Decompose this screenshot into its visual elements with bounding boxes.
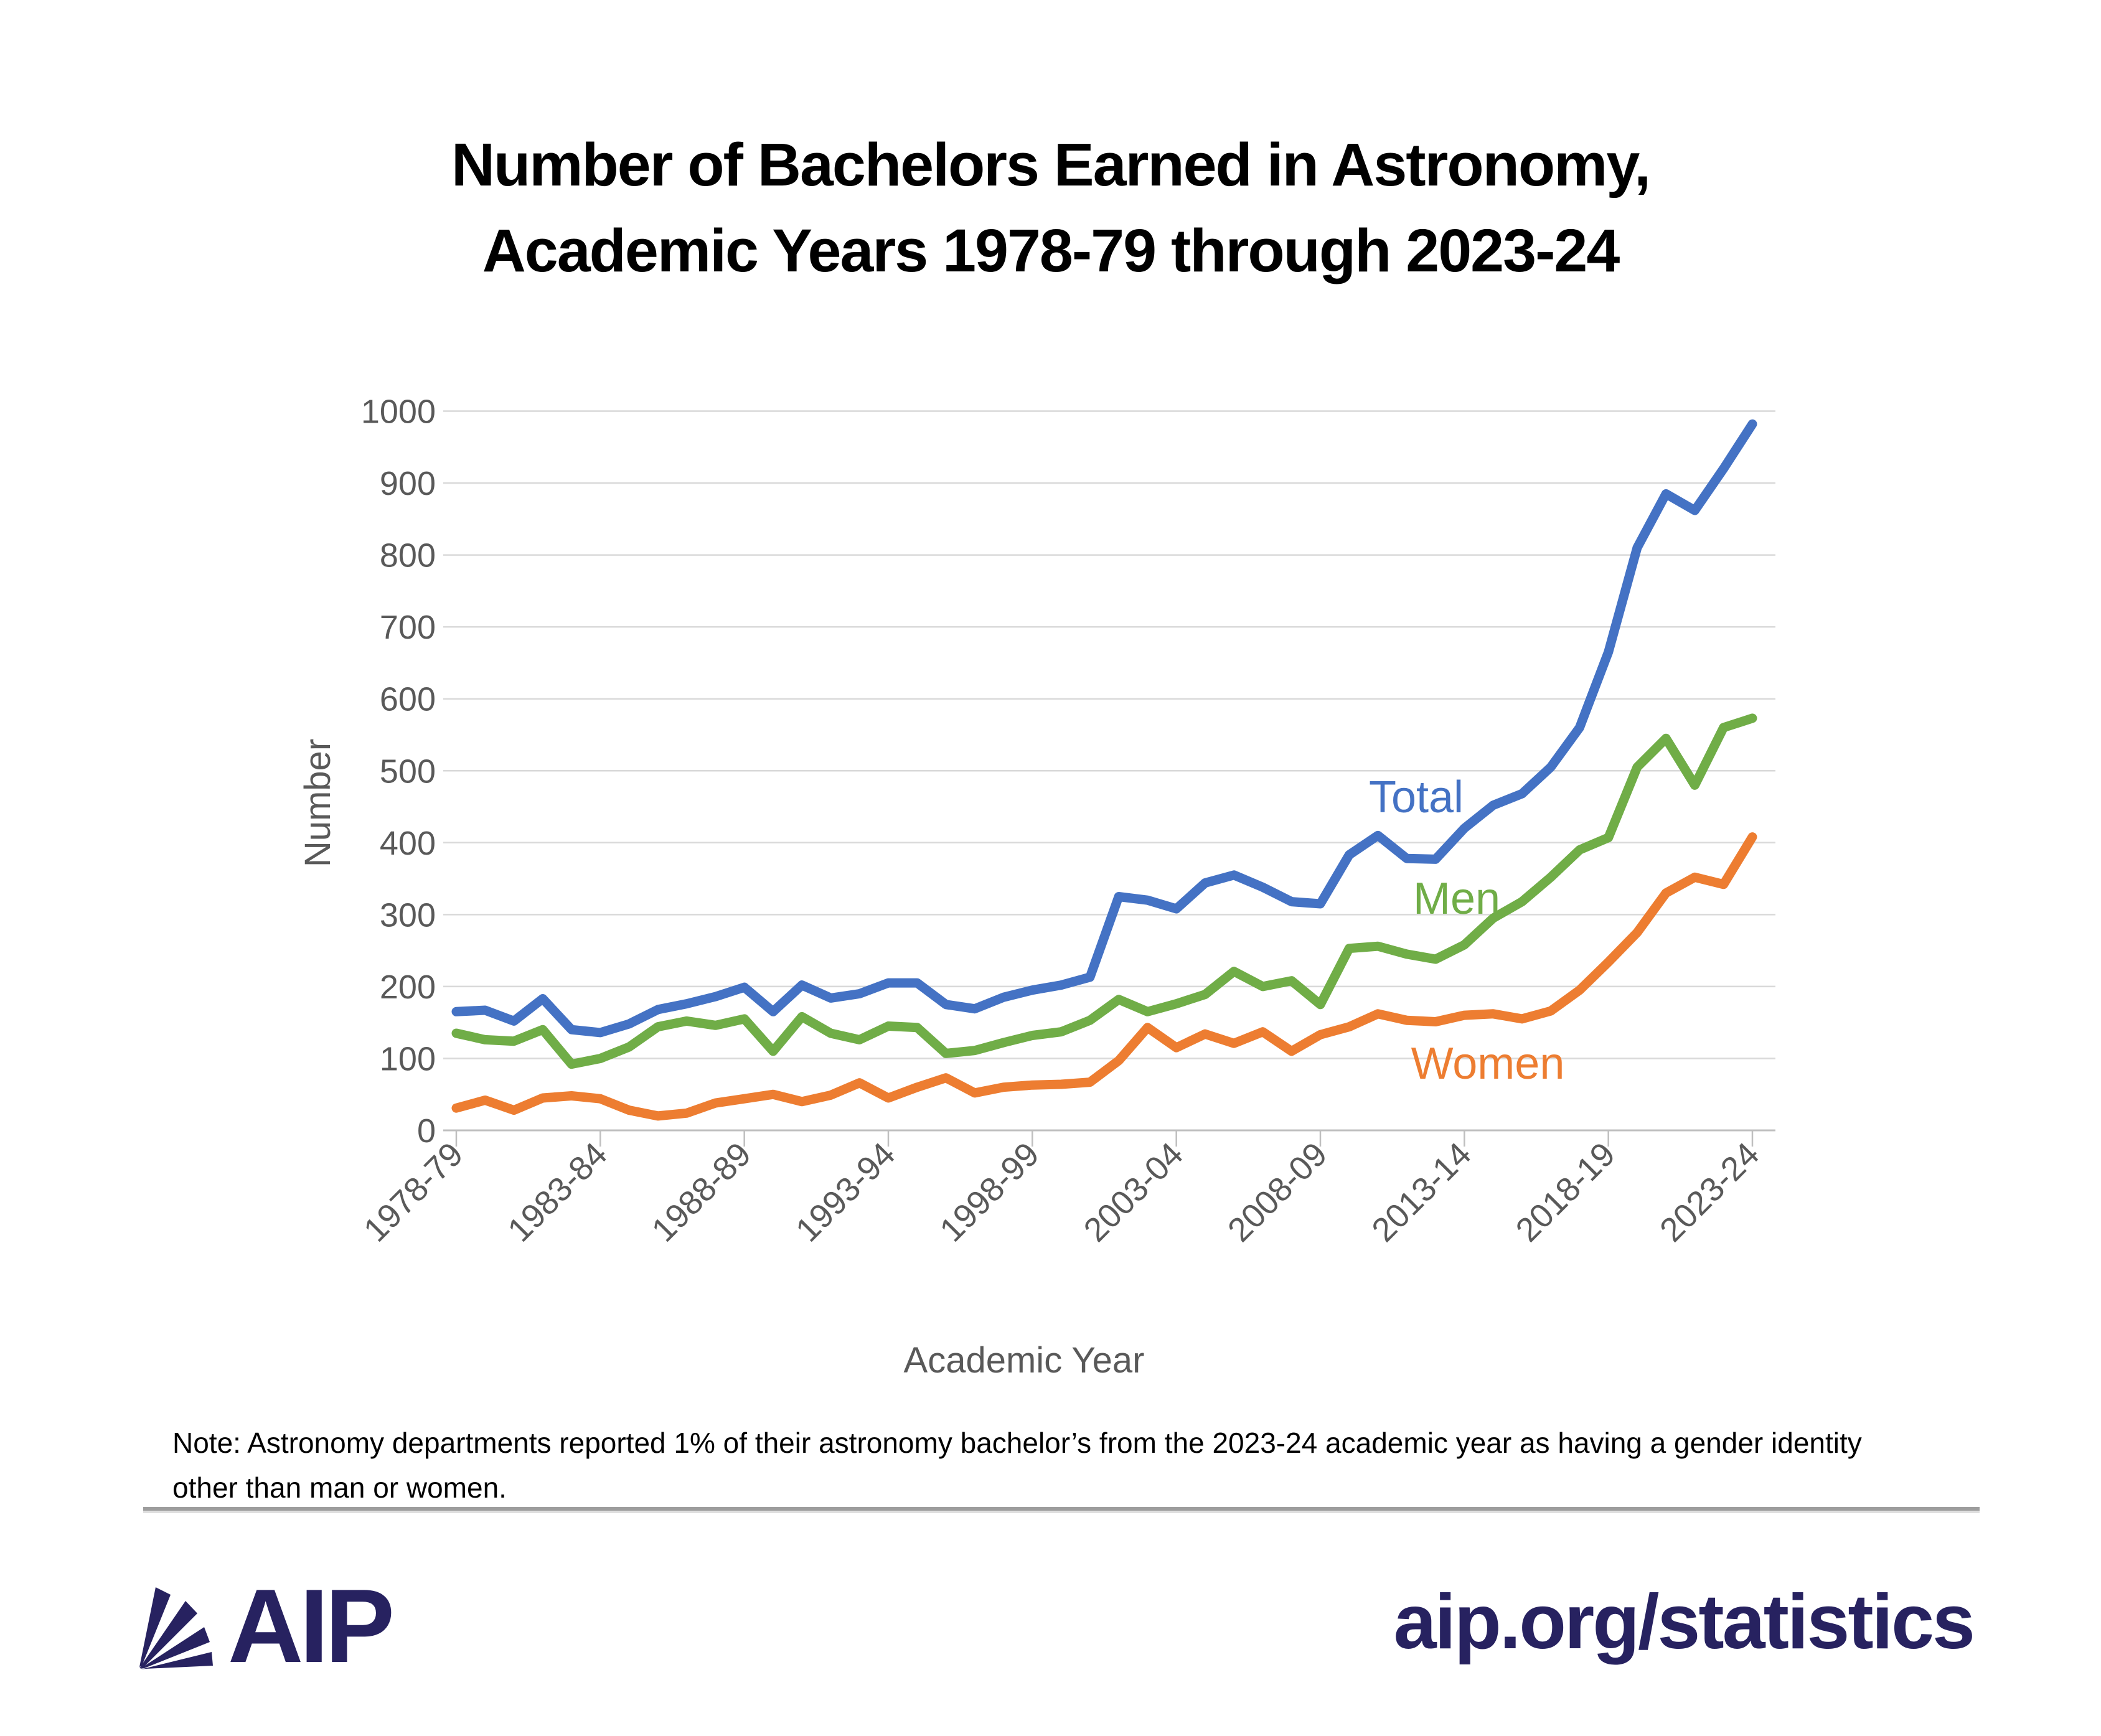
- y-tick-labels: 0 100 200 300 400 500 600 700 800 900 1000: [361, 393, 436, 1150]
- divider-rule: [143, 1507, 1980, 1513]
- y-tick-label-500: 500: [380, 753, 436, 790]
- x-tick-label: 2008-09: [1221, 1135, 1335, 1249]
- y-tick-label-700: 700: [380, 609, 436, 646]
- x-tick-label: 2013-14: [1365, 1135, 1478, 1249]
- y-tick-label-200: 200: [380, 969, 436, 1006]
- series-line-total: [451, 419, 1757, 1038]
- aip-logo-text: AIP: [228, 1567, 395, 1684]
- x-axis-title: Academic Year: [904, 1340, 1145, 1381]
- x-ticks: [455, 1130, 1754, 1147]
- chart-title-line1: Number of Bachelors Earned in Astronomy,: [451, 131, 1651, 199]
- footnote-line1: Note: Astronomy departments reported 1% …: [172, 1427, 1862, 1459]
- x-tick-label: 2003-04: [1077, 1135, 1191, 1249]
- series-label-women: Women: [1411, 1039, 1565, 1089]
- y-tick-label-1000: 1000: [361, 393, 436, 431]
- y-tick-label-100: 100: [380, 1040, 436, 1077]
- chart-title-line2: Academic Years 1978-79 through 2023-24: [482, 217, 1620, 284]
- x-tick-label: 1993-94: [789, 1135, 903, 1249]
- footnote-line2: other than man or women.: [172, 1471, 507, 1504]
- y-tick-label-600: 600: [380, 681, 436, 718]
- x-tick-label: 2018-19: [1509, 1135, 1623, 1249]
- y-tick-label-0: 0: [417, 1112, 436, 1150]
- x-tick-label: 1998-99: [933, 1135, 1046, 1249]
- aip-logo-rays-icon: [139, 1587, 213, 1669]
- x-tick-label: 1983-84: [501, 1135, 614, 1249]
- aip-logo[interactable]: AIP: [138, 1567, 395, 1684]
- x-tick-label: 1978-79: [357, 1135, 471, 1249]
- series-line-women: [451, 832, 1757, 1121]
- footnote: Note: Astronomy departments reported 1% …: [172, 1420, 1862, 1510]
- series-line-men: [451, 713, 1757, 1069]
- y-tick-label-900: 900: [380, 465, 436, 502]
- series-label-men: Men: [1413, 874, 1500, 924]
- chart-title: Number of Bachelors Earned in Astronomy,…: [0, 122, 2101, 294]
- y-tick-label-800: 800: [380, 537, 436, 575]
- y-tick-label-400: 400: [380, 825, 436, 862]
- y-axis-title: Number: [298, 739, 338, 867]
- x-tick-labels: 1978-79 1983-84 1988-89 1993-94 1998-99 2003-…: [357, 1135, 1767, 1249]
- x-tick-label: 2023-24: [1653, 1135, 1767, 1249]
- x-tick-label: 1988-89: [645, 1135, 759, 1249]
- statistics-link[interactable]: aip.org/statistics: [1393, 1579, 1975, 1665]
- y-tick-label-300: 300: [380, 896, 436, 934]
- series-label-total: Total: [1369, 772, 1464, 822]
